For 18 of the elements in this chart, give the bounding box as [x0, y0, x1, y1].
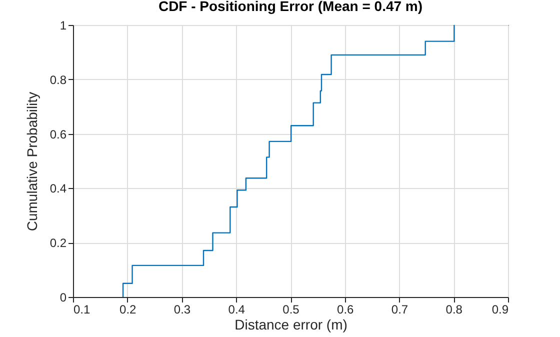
- x-tick-label: 0.8: [446, 302, 463, 316]
- y-tick-label: 0: [60, 290, 67, 304]
- x-tick-label: 0.1: [74, 302, 91, 316]
- x-tick-label: 0.6: [337, 302, 354, 316]
- y-tick-label: 0.4: [50, 182, 67, 196]
- x-tick-label: 0.7: [391, 302, 408, 316]
- x-tick-label: 0.4: [228, 302, 246, 316]
- x-tick-label: 0.9: [492, 302, 509, 316]
- y-axis-title: Cumulative Probability: [24, 92, 40, 232]
- chart-title: CDF - Positioning Error (Mean = 0.47 m): [158, 0, 423, 14]
- y-tick-label: 0.2: [50, 236, 67, 250]
- y-tick-label: 0.6: [50, 127, 67, 142]
- x-tick-label: 0.3: [174, 302, 191, 316]
- x-tick-label: 0.5: [282, 302, 300, 316]
- x-tick-label: 0.2: [120, 302, 137, 316]
- y-tick-label: 1: [60, 18, 67, 32]
- y-tick-label: 0.8: [50, 72, 67, 87]
- x-axis-title: Distance error (m): [234, 316, 348, 332]
